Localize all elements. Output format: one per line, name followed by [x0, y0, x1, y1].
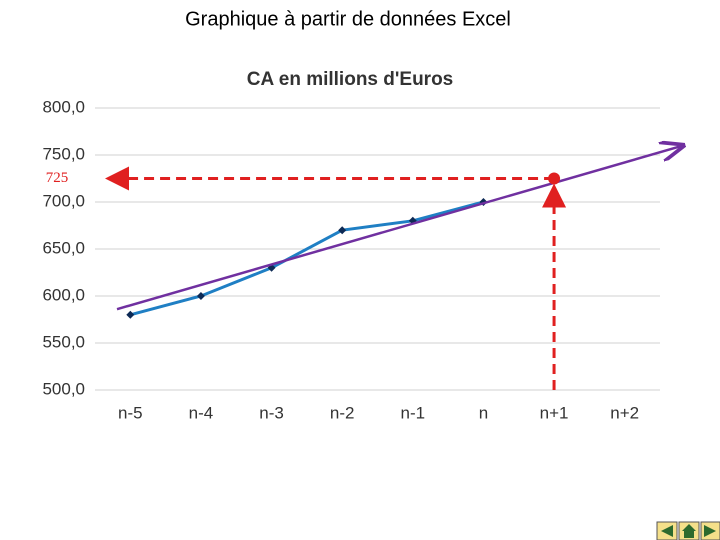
next-icon: [704, 525, 716, 537]
projection-point: [548, 172, 561, 185]
point: [196, 292, 205, 300]
x-tick-label: n: [479, 403, 488, 422]
annotation-label: 725: [46, 170, 69, 186]
prev-icon: [661, 525, 673, 537]
x-tick-label: n+2: [610, 403, 639, 422]
y-tick-label: 700,0: [42, 191, 85, 210]
y-tick-label: 650,0: [42, 238, 85, 257]
chart-title: CA en millions d'Euros: [247, 69, 454, 90]
y-tick-label: 550,0: [42, 332, 85, 351]
x-tick-label: n+1: [540, 403, 569, 422]
y-tick-label: 600,0: [42, 285, 85, 304]
nav-buttons[interactable]: [656, 521, 720, 540]
x-tick-label: n-5: [118, 403, 143, 422]
trendline: [116, 146, 683, 311]
y-tick-label: 500,0: [42, 379, 85, 398]
point: [338, 226, 347, 235]
x-tick-label: n-3: [259, 403, 284, 422]
annotation-box: [40, 168, 74, 189]
y-tick-label: 750,0: [42, 144, 85, 163]
x-tick-label: n-1: [401, 403, 426, 422]
page-title: Graphique à partir de données Excel: [185, 8, 511, 30]
y-tick-label: 800,0: [42, 97, 85, 116]
home-icon: [682, 524, 696, 538]
point: [126, 310, 135, 319]
x-tick-label: n-2: [330, 403, 355, 422]
x-tick-label: n-4: [189, 403, 214, 422]
line: [129, 200, 484, 317]
